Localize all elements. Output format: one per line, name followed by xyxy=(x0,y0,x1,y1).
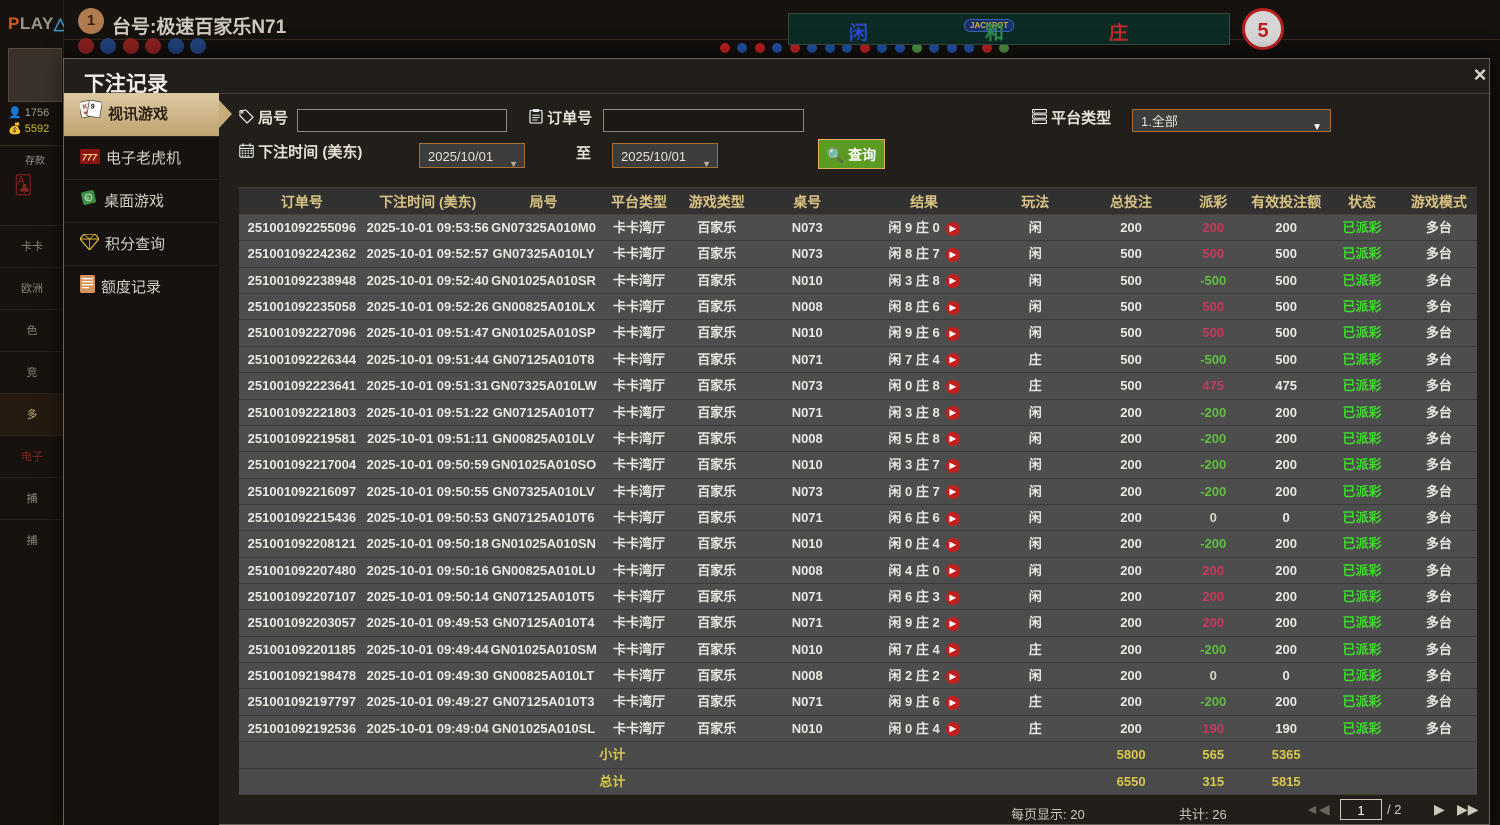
svg-text:777: 777 xyxy=(82,152,98,162)
